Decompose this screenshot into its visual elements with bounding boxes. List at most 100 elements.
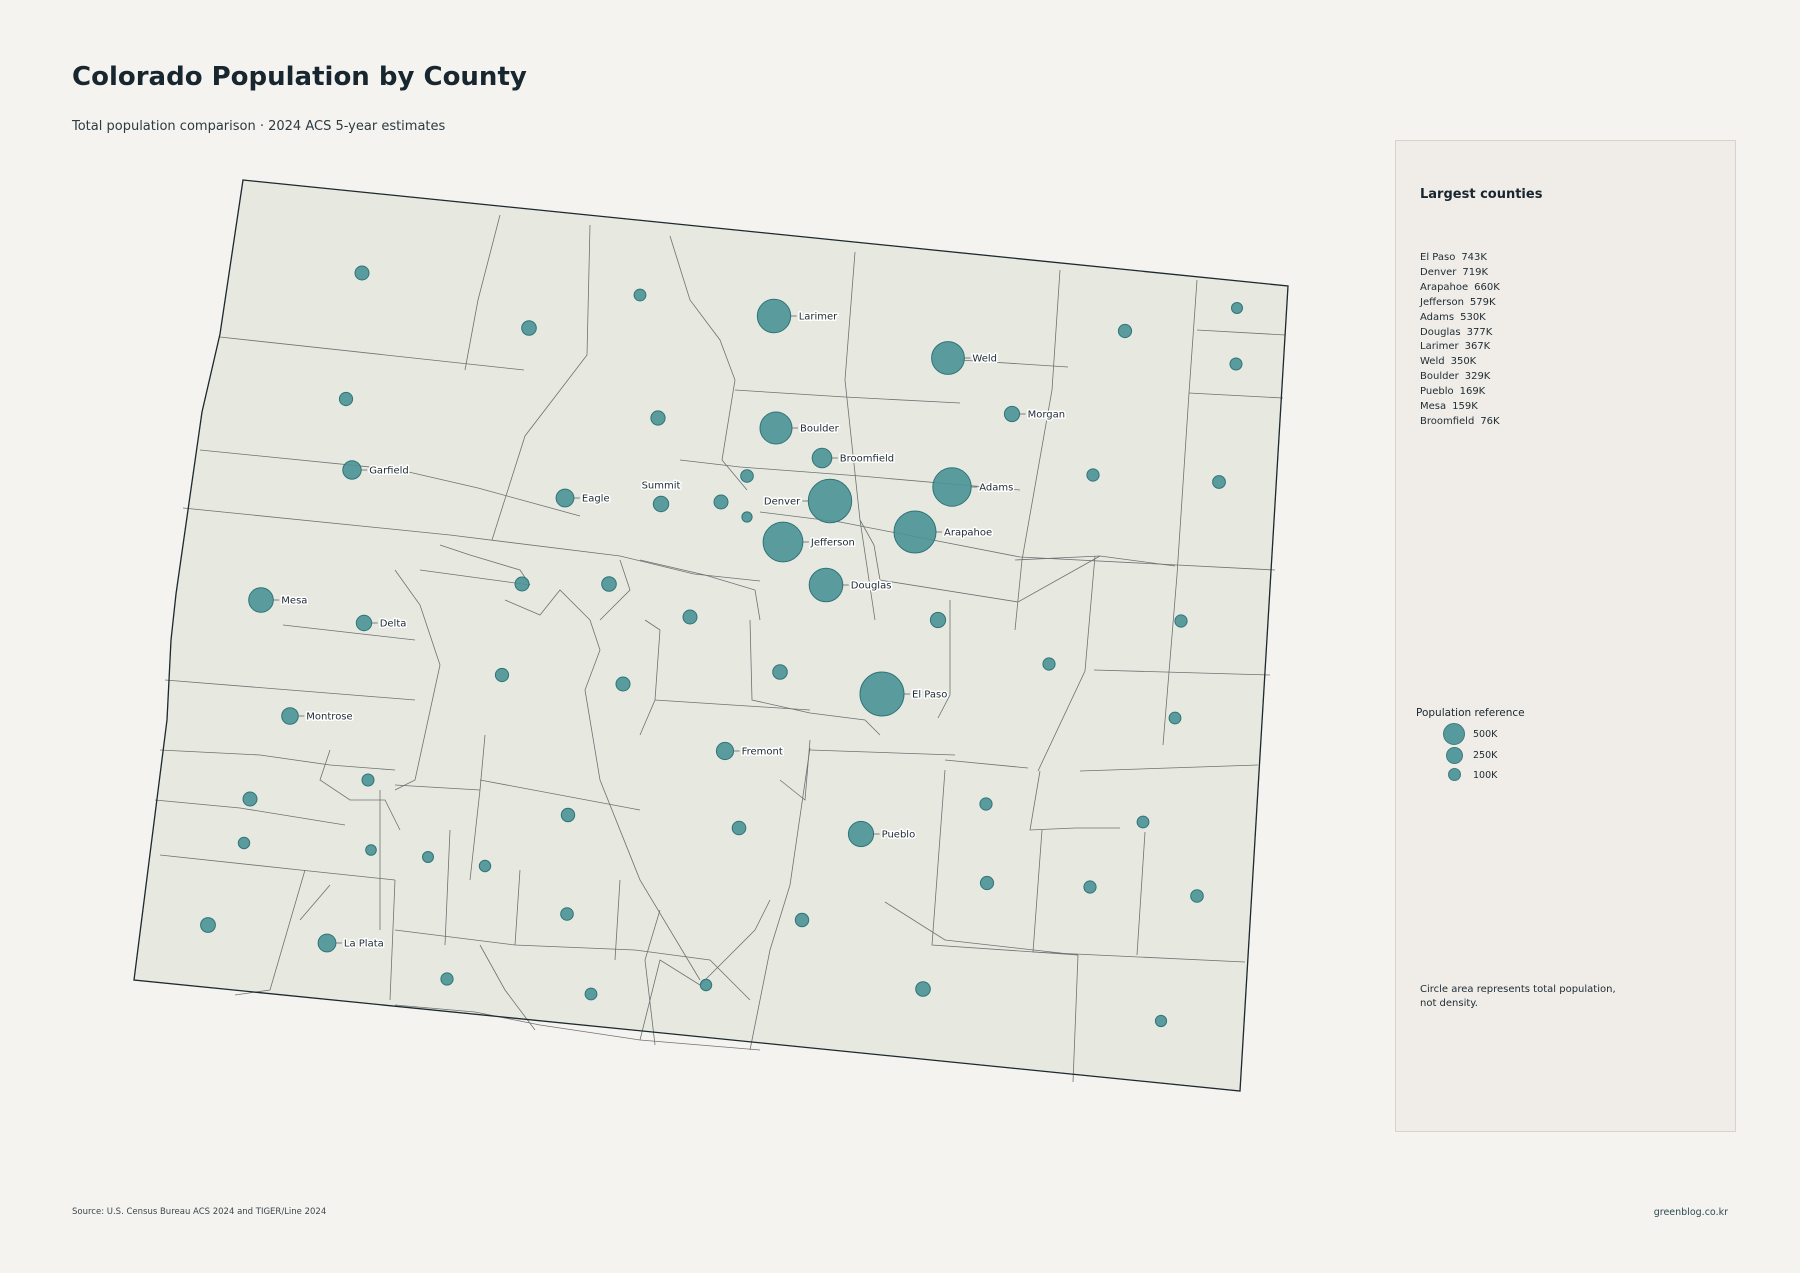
ranking-county-name: Douglas [1420, 326, 1461, 338]
county-label-fremont: Fremont [742, 747, 783, 758]
county-bubble [1231, 302, 1243, 314]
county-bubble-jefferson [762, 521, 804, 563]
ranking-county-name: Adams [1420, 311, 1455, 323]
county-bubble-weld [931, 341, 965, 375]
county-bubble [731, 820, 747, 836]
ranking-item: Weld 350K [1420, 355, 1500, 370]
page-title: Colorado Population by County [72, 62, 527, 92]
county-bubble [237, 836, 251, 850]
ranking-county-name: Weld [1420, 356, 1445, 368]
ranking-county-value: 530K [1460, 311, 1486, 323]
county-bubble [1212, 475, 1226, 489]
county-boundaries [154, 214, 1286, 1083]
county-label-morgan: Morgan [1028, 410, 1066, 421]
county-label-jefferson: Jefferson [810, 538, 855, 549]
ranking-county-value: 579K [1469, 296, 1496, 308]
county-bubble [979, 875, 995, 891]
reference-label-100k: 100K [1473, 770, 1498, 781]
county-bubble-montrose [281, 707, 299, 725]
page-subtitle: Total population comparison · 2024 ACS 5… [72, 119, 446, 134]
county-bubble-broomfield [811, 447, 833, 469]
ranking-county-name: Broomfield [1420, 415, 1475, 427]
county-bubble [338, 391, 354, 407]
population-reference-title: Population reference [1416, 707, 1525, 719]
largest-counties-list: El Paso 743K Denver 719K Arapahoe 660K Jeffers… [1420, 251, 1500, 430]
largest-counties-title: Largest counties [1420, 187, 1543, 202]
county-bubble [1154, 1014, 1168, 1028]
county-bubble-morgan [1003, 405, 1021, 423]
county-bubble [1229, 357, 1243, 371]
county-label-arapahoe: Arapahoe [944, 528, 992, 539]
ranking-item: Pueblo 169K [1420, 385, 1500, 400]
reference-label-500k: 500K [1473, 729, 1498, 740]
ranking-county-name: Mesa [1420, 401, 1447, 413]
county-bubble [979, 797, 993, 811]
reference-circle-500k [1443, 723, 1465, 745]
ranking-county-value: 159K [1452, 401, 1478, 413]
ranking-county-value: 660K [1474, 281, 1500, 293]
county-bubble-douglas [808, 567, 844, 603]
ranking-item: Mesa 159K [1420, 400, 1500, 415]
county-bubble [741, 511, 753, 523]
county-bubble-garfield [342, 460, 362, 480]
reference-circle-250k [1446, 747, 1463, 764]
state-shape [133, 179, 1289, 1092]
ranking-county-name: Larimer [1420, 341, 1459, 353]
source-note: Source: U.S. Census Bureau ACS 2024 and … [72, 1207, 327, 1217]
county-label-el-paso: El Paso [912, 690, 947, 701]
legend-note: Circle area represents total population,… [1420, 984, 1616, 1009]
county-bubble [242, 791, 258, 807]
county-bubble [615, 676, 631, 692]
county-bubble [365, 844, 377, 856]
county-bubble [1136, 815, 1150, 829]
ranking-county-value: 377K [1466, 326, 1493, 338]
county-bubble [699, 978, 713, 992]
county-bubble [521, 320, 537, 336]
county-bubble-boulder [759, 411, 793, 445]
county-bubble-fremont [715, 741, 735, 761]
county-bubble [740, 469, 754, 483]
county-label-delta: Delta [380, 619, 407, 630]
county-label-douglas: Douglas [851, 581, 892, 592]
county-bubble [915, 981, 931, 997]
reference-item-250k: 250K [1396, 744, 1596, 764]
county-polygons [133, 179, 1289, 1092]
ranking-county-value: 743K [1461, 252, 1487, 263]
county-bubble-la-plata [317, 933, 337, 953]
reference-item-100k: 100K [1396, 765, 1596, 785]
county-bubble-delta [355, 614, 373, 632]
county-labels: Larimer Weld Morgan Boulder Broomfield Garfie… [273, 310, 1067, 951]
ranking-county-value: 329K [1464, 371, 1491, 383]
ranking-county-name: El Paso [1420, 252, 1456, 263]
county-label-weld: Weld [972, 354, 997, 365]
county-bubble [354, 265, 370, 281]
county-label-summit: Summit [642, 480, 681, 491]
ranking-item: Adams 530K [1420, 311, 1500, 326]
county-bubble [361, 773, 375, 787]
ranking-item: Broomfield 76K [1420, 415, 1500, 430]
ranking-item: Arapahoe 660K [1420, 281, 1500, 296]
county-label-denver: Denver [764, 497, 801, 508]
county-label-garfield: Garfield [369, 466, 409, 477]
county-bubble-arapahoe [893, 510, 937, 554]
ranking-item: Denver 719K [1420, 266, 1500, 281]
county-label-la-plata: La Plata [344, 939, 384, 950]
county-bubble [794, 912, 810, 928]
ranking-county-name: Denver [1420, 266, 1457, 278]
county-bubble [478, 859, 492, 873]
county-bubble [1174, 614, 1188, 628]
county-map[interactable]: Larimer Weld Morgan Boulder Broomfield Garfie… [0, 0, 1390, 1120]
county-label-boulder: Boulder [800, 424, 840, 435]
county-bubble [929, 611, 947, 629]
county-bubble [200, 917, 216, 933]
county-bubble [1042, 657, 1056, 671]
ranking-county-name: Boulder [1420, 371, 1459, 383]
county-bubble-denver [807, 478, 853, 524]
county-bubble [772, 664, 788, 680]
ranking-item: Boulder 329K [1420, 370, 1500, 385]
county-label-larimer: Larimer [799, 312, 838, 323]
ranking-county-value: 76K [1480, 415, 1500, 427]
credit-link[interactable]: greenblog.co.kr [1653, 1207, 1728, 1218]
ranking-county-name: Arapahoe [1420, 281, 1469, 293]
ranking-item: Jefferson 579K [1420, 296, 1500, 311]
